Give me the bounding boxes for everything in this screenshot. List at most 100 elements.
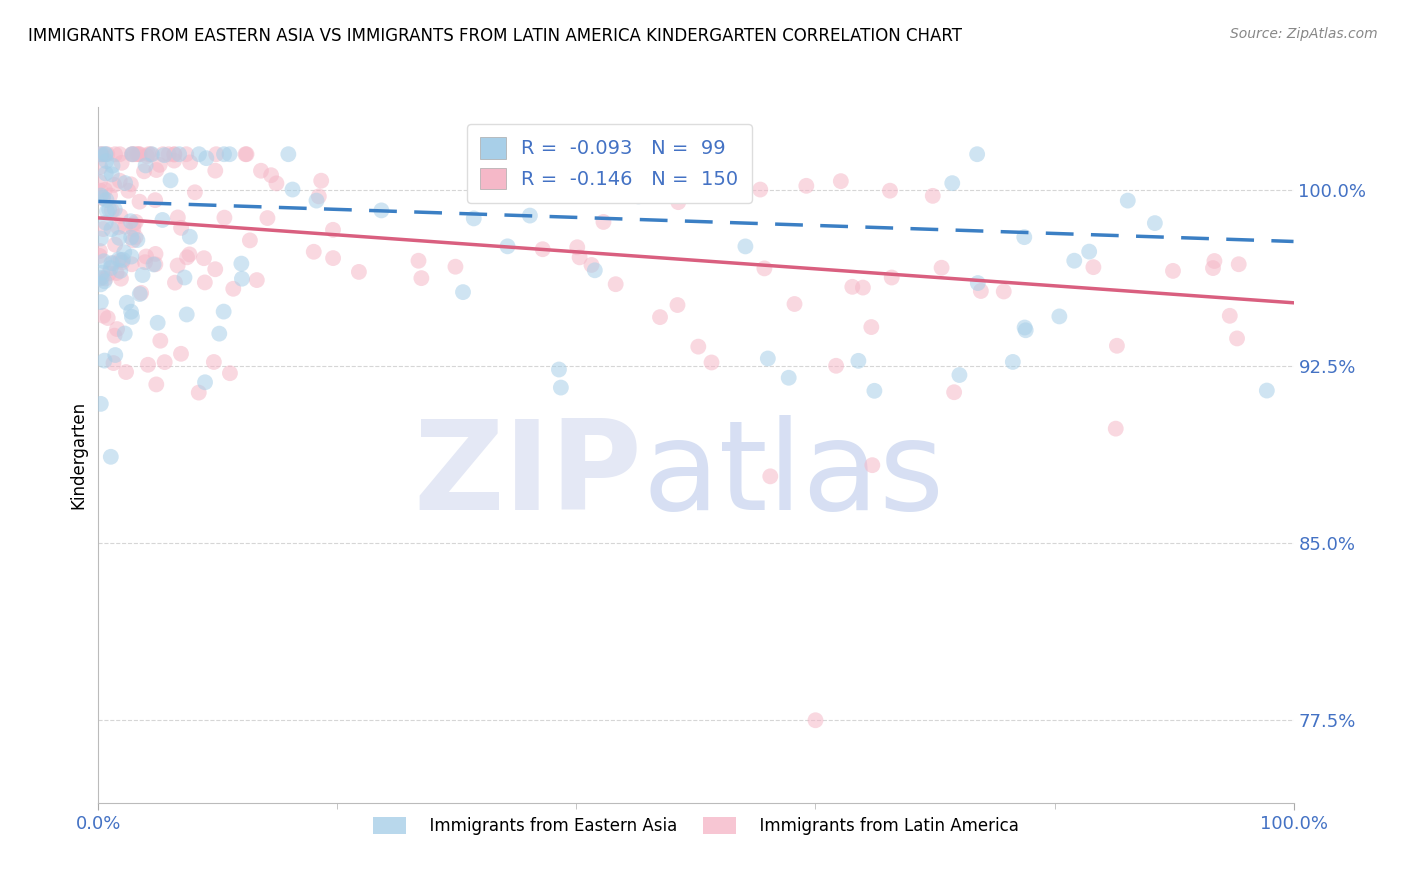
Point [370,203,392,218]
Point [700,355,723,369]
Point [91,191,114,205]
Point [120,214,142,228]
Point [90,188,112,202]
Point [167,147,190,161]
Point [96,204,118,219]
Point [170,220,193,235]
Point [163,147,186,161]
Point [108,174,131,188]
Point [121,147,143,161]
Point [1001,355,1024,369]
Point [93,254,115,268]
Point [131,268,153,282]
Point [222,282,245,296]
Point [134,255,156,269]
Point [309,174,332,188]
Point [105,322,128,336]
Point [179,229,201,244]
Point [163,153,186,168]
Point [93,274,115,288]
Point [231,271,253,285]
Point [90,231,112,245]
Point [605,277,627,292]
Point [128,287,150,301]
Point [783,297,806,311]
Point [176,308,198,322]
Point [145,247,167,261]
Point [235,147,257,161]
Point [250,163,273,178]
Point [108,231,131,245]
Point [120,304,142,318]
Point [89,271,111,285]
Point [94,271,117,285]
Point [139,147,162,161]
Point [621,147,644,161]
Point [91,191,114,205]
Point [89,160,111,174]
Point [214,211,236,225]
Point [188,147,211,161]
Point [101,203,124,218]
Point [734,239,756,253]
Point [114,176,136,190]
Point [120,230,142,244]
Point [111,255,134,269]
Point [567,240,589,254]
Point [98,202,121,217]
Point [91,266,114,280]
Point [111,252,134,267]
Point [860,458,883,472]
Point [444,260,467,274]
Point [166,211,188,225]
Point [153,355,176,369]
Point [121,147,143,161]
Point [135,250,157,264]
Point [142,257,165,271]
Point [512,189,534,203]
Point [179,155,201,169]
Point [408,253,430,268]
Point [128,147,150,161]
Point [115,295,138,310]
Point [235,147,257,161]
Point [111,156,134,170]
Point [122,233,145,247]
Point [141,147,163,161]
Point [931,260,953,275]
Point [648,310,671,325]
Point [879,184,901,198]
Point [89,184,111,198]
Point [1204,254,1226,268]
Point [97,311,120,326]
Point [948,368,970,382]
Point [94,147,117,161]
Point [149,334,172,348]
Point [90,147,112,161]
Point [860,320,883,334]
Point [174,147,197,161]
Point [993,285,1015,299]
Point [94,183,117,197]
Point [256,211,278,225]
Point [94,166,117,180]
Point [322,251,344,265]
Point [218,147,240,161]
Point [1083,260,1105,274]
Point [104,348,127,362]
Point [114,326,136,341]
Point [120,178,142,192]
Point [194,376,217,390]
Point [688,340,710,354]
Point [496,239,519,253]
Point [101,159,124,173]
Point [103,178,125,192]
Point [135,149,157,163]
Point [205,147,228,161]
Text: atlas: atlas [643,416,945,536]
Point [153,148,176,162]
Point [308,189,330,203]
Point [163,276,186,290]
Point [129,285,152,300]
Point [143,257,166,271]
